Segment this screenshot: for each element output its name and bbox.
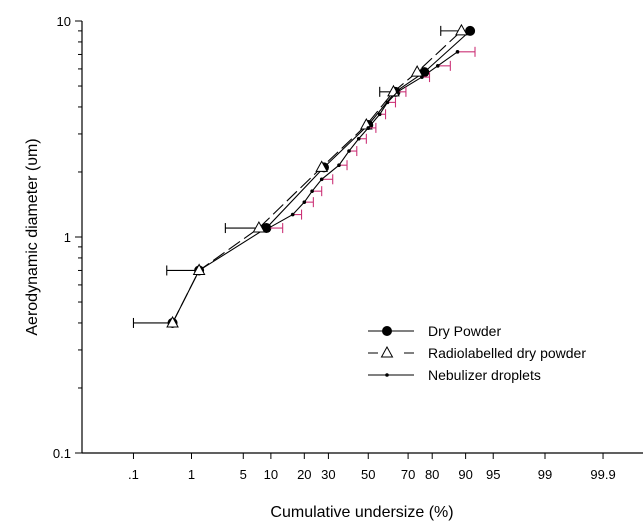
data-point	[252, 221, 266, 233]
y-tick-label: 0.1	[53, 446, 71, 461]
series-layer	[132, 23, 476, 328]
data-point	[410, 65, 424, 77]
legend-label: Nebulizer droplets	[428, 367, 541, 383]
data-point	[455, 23, 468, 36]
data-point	[319, 177, 324, 182]
data-point	[266, 226, 271, 230]
y-axis-title: Aerodynamic diameter (υm)	[24, 138, 41, 335]
data-point	[377, 112, 382, 117]
data-point	[455, 50, 460, 54]
data-point	[315, 160, 329, 172]
data-point	[356, 136, 361, 141]
series-2	[266, 46, 476, 234]
x-tick-label: 30	[321, 467, 335, 482]
x-tick-label: 90	[458, 467, 472, 482]
y-tick-label: 10	[57, 14, 71, 29]
x-tick-label: .1	[128, 467, 139, 482]
plot-frame	[81, 21, 643, 454]
legend-marker	[385, 373, 389, 377]
data-point	[435, 64, 440, 68]
x-tick-label: 95	[486, 467, 500, 482]
data-point	[290, 212, 295, 217]
x-tick-label: 1	[188, 467, 195, 482]
legend-marker	[382, 326, 392, 336]
x-tick-label: 99	[538, 467, 552, 482]
data-point	[420, 75, 424, 79]
data-point	[166, 315, 179, 328]
axis-ticks: 0.1 1 10 .1 1 5 10 20 30 50 70 80 90 95 99 99.9	[53, 14, 616, 482]
x-tick-label: 80	[425, 467, 439, 482]
data-point	[395, 90, 400, 94]
data-point	[192, 263, 206, 275]
x-tick-label: 50	[361, 467, 375, 482]
data-point	[465, 25, 476, 36]
data-point	[366, 126, 371, 130]
data-point	[302, 200, 307, 204]
x-tick-label: 10	[264, 467, 278, 482]
data-point	[385, 100, 390, 105]
x-tick-label: 99.9	[590, 467, 615, 482]
x-tick-label: 20	[297, 467, 311, 482]
y-tick-label: 1	[64, 230, 71, 245]
data-point	[347, 149, 351, 153]
legend: Dry Powder Radiolabelled dry powder Nebuli…	[368, 323, 586, 383]
x-axis-title: Cumulative undersize (%)	[270, 504, 453, 521]
x-tick-label: 70	[401, 467, 415, 482]
series-1	[132, 23, 468, 328]
data-point	[337, 163, 341, 167]
legend-label: Radiolabelled dry powder	[428, 345, 586, 361]
data-point	[310, 189, 314, 193]
x-tick-label: 5	[240, 467, 247, 482]
series-0	[167, 25, 476, 328]
legend-marker	[380, 345, 394, 358]
legend-label: Dry Powder	[428, 323, 501, 339]
